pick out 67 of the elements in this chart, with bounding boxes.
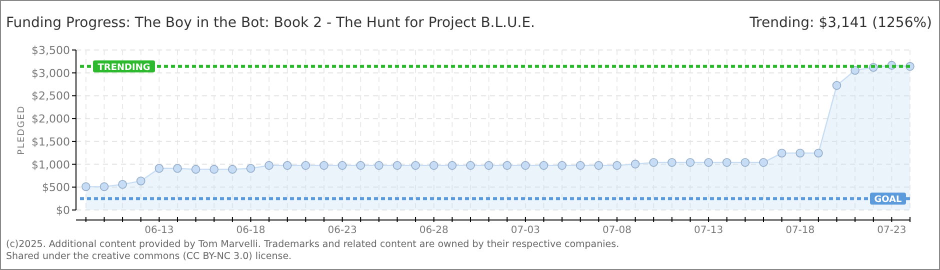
point: [850, 66, 860, 75]
point: [759, 158, 768, 167]
point: [118, 180, 127, 189]
point: [796, 148, 805, 158]
point: [228, 164, 237, 174]
point: [814, 148, 823, 158]
y-tick-label: $2,000: [32, 112, 70, 126]
point: [612, 161, 622, 170]
point: [210, 164, 218, 174]
point: [594, 161, 604, 170]
point: [374, 161, 384, 170]
point: [649, 158, 658, 167]
point: [558, 161, 566, 170]
point: [429, 161, 438, 170]
point: [136, 176, 146, 186]
point: [411, 161, 420, 170]
point: [191, 164, 200, 174]
y-tick-label: $0: [56, 204, 70, 217]
x-tick-label: 07-13: [694, 225, 724, 236]
x-tick-label: 07-08: [602, 225, 632, 236]
y-tick-label: $500: [42, 181, 70, 194]
point: [740, 158, 750, 167]
x-tick-label: 06-13: [144, 225, 174, 236]
point: [264, 161, 274, 170]
x-tick-label: 06-18: [236, 225, 266, 236]
y-tick-label: $1,500: [32, 135, 70, 148]
y-tick-label: $3,500: [32, 44, 70, 57]
point: [686, 158, 695, 167]
point: [173, 164, 182, 173]
chart-subtitle: Trending: $3,141 (1256%): [748, 15, 932, 31]
point: [484, 161, 494, 170]
x-tick-label: 06-28: [419, 225, 448, 236]
point: [630, 160, 640, 168]
point: [338, 161, 347, 170]
x-tick-label: 07-03: [510, 225, 540, 236]
point: [539, 161, 548, 170]
point: [576, 161, 585, 170]
y-tick-label: $3,000: [32, 66, 70, 80]
point: [668, 158, 676, 167]
text: (c)2025. Additional content provided by Tom Marvelli. Trademarks and related content are owned by their respective companies.: [6, 239, 620, 250]
point: [777, 148, 786, 158]
chart-title: Funding Progress: The Boy in the Bot: Book 2 - The Hunt for Project B.L.U.E.: [6, 15, 535, 31]
point: [82, 182, 90, 192]
x-tick-label: 07-23: [877, 225, 906, 236]
point: [301, 161, 310, 170]
x-tick-label: 07-18: [786, 225, 815, 236]
point: [466, 161, 475, 170]
x-tick-label: 06-23: [328, 225, 357, 236]
point: [448, 161, 457, 170]
point: [832, 81, 842, 90]
point: [154, 164, 164, 173]
point: [502, 161, 512, 170]
ref-line-label: GOAL: [874, 195, 902, 206]
point: [246, 164, 256, 173]
ref-line-label: TRENDING: [98, 62, 150, 73]
point: [320, 161, 328, 170]
point: [521, 161, 530, 170]
point: [704, 158, 713, 167]
point: [392, 161, 402, 170]
text: Shared under the creative commons (CC BY-NC 3.0) license.: [6, 251, 292, 262]
point: [356, 161, 365, 170]
point: [722, 158, 732, 167]
point: [282, 161, 292, 170]
y-tick-label: $1,000: [32, 158, 70, 172]
y-tick-label: $2,500: [32, 90, 70, 103]
point: [100, 182, 109, 192]
y-axis-title: PLEDGED: [17, 105, 27, 155]
